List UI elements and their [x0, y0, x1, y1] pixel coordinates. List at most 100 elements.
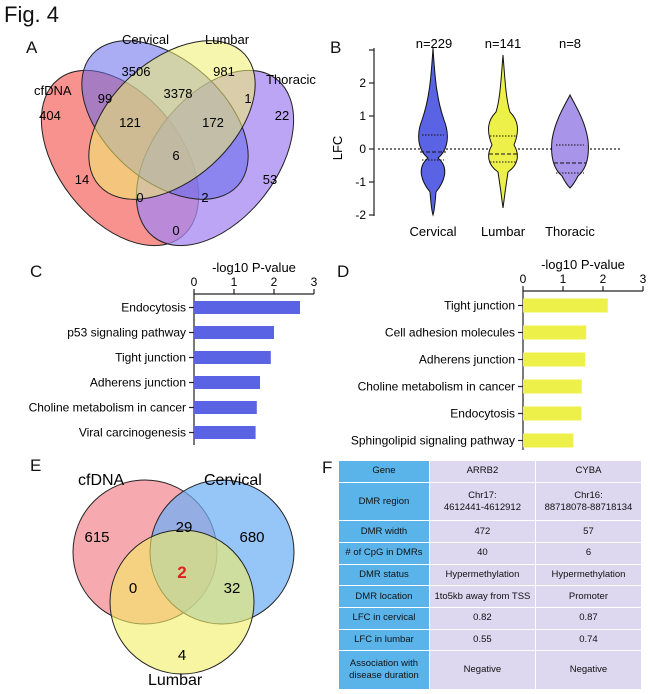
table-row: # of CpG in DMRs 40 6 — [338, 542, 643, 565]
venn-a-count: 3506 — [122, 64, 151, 79]
violin-ytick: 2 — [359, 76, 366, 90]
venn-a-count: 53 — [263, 172, 277, 187]
bar — [523, 298, 608, 313]
panel-label-a: A — [26, 38, 38, 57]
venn-e-count: 4 — [178, 647, 186, 664]
table-header-row: Gene ARRB2 CYBA — [338, 460, 643, 483]
table-cell: 0.74 — [534, 628, 643, 652]
venn-a-count: 0 — [172, 223, 179, 238]
table-row: DMR width 472 57 — [338, 520, 643, 544]
venn-a-count: 3378 — [164, 86, 193, 101]
venn-a-set-label: Lumbar — [205, 32, 250, 47]
table-cell: 0.55 — [428, 628, 536, 652]
venn-a-count: 14 — [75, 172, 89, 187]
venn-a-count: 1 — [244, 91, 251, 106]
venn-a-set-label: cfDNA — [34, 83, 72, 98]
bar-chart-xtick-label: 3 — [311, 275, 318, 289]
table-row: LFC in cervical 0.82 0.87 — [338, 606, 643, 630]
bar-category-label: Tight junction — [444, 299, 515, 313]
bar — [194, 376, 260, 389]
table-cell: DMR location — [338, 585, 430, 608]
bar-category-label: Choline metabolism in cancer — [29, 401, 186, 415]
table-row: DMR status Hypermethylation Hypermethyla… — [338, 563, 643, 587]
table-cell: Negative — [534, 650, 643, 690]
venn-a-count: 172 — [202, 115, 224, 130]
bar — [523, 379, 582, 394]
dmr-table: Gene ARRB2 CYBA DMR region Chr17: 461244… — [338, 460, 643, 690]
venn-e-lumbar-circle — [109, 529, 255, 675]
venn-e-set-label: cfDNA — [78, 472, 125, 489]
table-cell: 0.82 — [428, 606, 536, 630]
bar — [523, 406, 582, 421]
bar-category-label: Sphingolipid signaling pathway — [351, 434, 515, 448]
bar-category-label: Endocytosis — [450, 407, 515, 421]
table-cell: 6 — [534, 542, 643, 565]
panel-label-f: F — [322, 458, 333, 477]
bar-chart-title: -log10 P-value — [212, 260, 296, 275]
violin-n-label: n=141 — [485, 36, 522, 51]
bar — [194, 326, 274, 339]
venn-e-count: 0 — [129, 580, 137, 597]
venn-a-count: 2 — [201, 190, 208, 205]
table-cell: Association with disease duration — [338, 650, 430, 690]
bar-chart-xtick-label: 2 — [600, 272, 607, 286]
bar-chart-c: -log10 P-value 0 1 2 3 Endocytosis p53 signali… — [29, 260, 318, 445]
venn-e-count: 2 — [177, 563, 186, 582]
table-cell: 57 — [534, 520, 643, 544]
table-cell: Chr17: 4612441-4612912 — [428, 481, 536, 522]
table-cell: # of CpG in DMRs — [338, 542, 430, 565]
bar-category-label: Tight junction — [115, 351, 186, 365]
table-header-cell: CYBA — [534, 460, 643, 483]
bar — [194, 301, 300, 314]
venn-e-set-label: Cervical — [204, 472, 262, 489]
bar-category-label: Endocytosis — [121, 301, 186, 315]
violin-n-label: n=229 — [416, 36, 453, 51]
venn-a-count: 121 — [119, 115, 141, 130]
table-cell: Hypermethylation — [534, 563, 643, 587]
table-header-cell: ARRB2 — [428, 460, 536, 483]
table-cell: 40 — [428, 542, 536, 565]
bar-chart-xtick-label: 3 — [640, 272, 647, 286]
panel-label-b: B — [330, 38, 342, 57]
venn-a-count: 404 — [39, 108, 61, 123]
bar — [194, 351, 271, 364]
venn-4set: cfDNA Cervical Lumbar Thoracic 3506 981 … — [34, 32, 316, 247]
panel-label-c: C — [30, 262, 43, 281]
bar — [523, 325, 587, 340]
bar-category-label: Cell adhesion molecules — [385, 326, 515, 340]
bar — [194, 426, 256, 439]
venn-a-lumbar-ellipse — [88, 40, 256, 200]
panel-label-e: E — [30, 456, 42, 475]
table-cell: Hypermethylation — [428, 563, 536, 587]
bar-chart-xtick-label: 0 — [520, 272, 527, 286]
bar — [523, 352, 585, 367]
table-cell: Promoter — [534, 585, 643, 608]
venn-e-count: 615 — [84, 529, 109, 546]
bar-category-label: Adherens junction — [419, 353, 515, 367]
violin-ytick: -1 — [355, 175, 366, 189]
venn-e-count: 680 — [239, 529, 264, 546]
table-cell: DMR region — [338, 481, 430, 522]
violin-thoracic — [551, 93, 589, 189]
bar-category-label: Viral carcinogenesis — [79, 426, 186, 440]
bar-category-label: Choline metabolism in cancer — [358, 380, 515, 394]
venn-a-count: 99 — [98, 91, 112, 106]
violin-plot: 2 1 0 -1 -2 LFC n=229 n=141 n=8 Cervical… — [330, 36, 622, 239]
venn-a-count: 981 — [213, 64, 235, 79]
table-row: DMR location 1to5kb away from TSS Promot… — [338, 585, 643, 608]
violin-cervical — [418, 47, 448, 217]
venn-a-set-label: Cervical — [122, 32, 169, 47]
table-cell: DMR status — [338, 563, 430, 587]
bar-chart-xtick-label: 2 — [271, 275, 278, 289]
table-row: DMR region Chr17: 4612441-4612912 Chr16:… — [338, 481, 643, 522]
table-cell: 1to5kb away from TSS — [428, 585, 536, 608]
figure-title: Fig. 4 — [4, 2, 60, 27]
table-row: LFC in lumbar 0.55 0.74 — [338, 628, 643, 652]
violin-ylabel: LFC — [330, 136, 345, 161]
violin-lumbar — [488, 54, 518, 209]
violin-ytick: 1 — [359, 109, 366, 123]
venn-a-count: 0 — [136, 190, 143, 205]
venn-e-count: 32 — [224, 580, 241, 597]
bar-chart-d: -log10 P-value 0 1 2 3 Tight junction Cell adh… — [351, 257, 647, 450]
venn-3set: cfDNA Cervical Lumbar 615 680 4 29 0 32 … — [72, 472, 295, 689]
